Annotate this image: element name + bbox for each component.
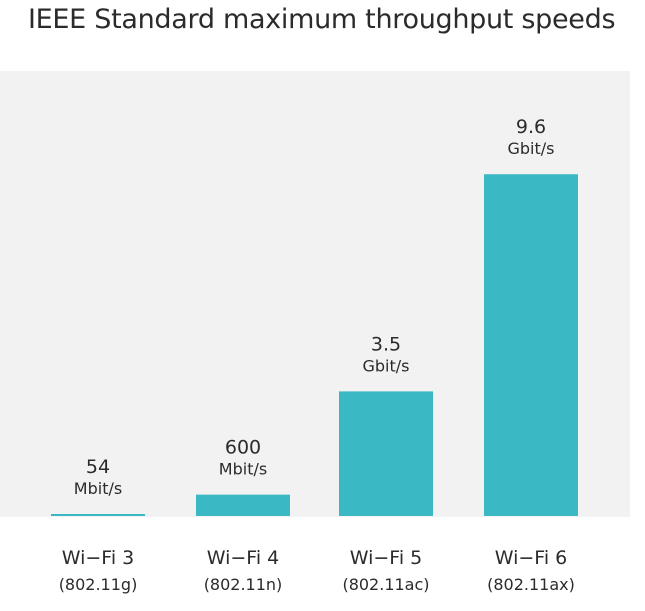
category-standard-label: (802.11ax) — [487, 575, 575, 594]
category-standard-label: (802.11g) — [59, 575, 138, 594]
bar-value-label: 3.5 — [371, 333, 401, 355]
bar-unit-label: Gbit/s — [363, 356, 410, 375]
category-label: Wi−Fi 6 — [495, 547, 568, 569]
bar-value-label: 54 — [86, 456, 110, 478]
bar-2 — [196, 494, 290, 516]
category-standard-label: (802.11ac) — [342, 575, 429, 594]
bar-1 — [51, 514, 145, 516]
category-standard-label: (802.11n) — [204, 575, 283, 594]
bar-unit-label: Mbit/s — [74, 479, 122, 498]
bar-value-label: 600 — [225, 437, 261, 459]
category-label: Wi−Fi 4 — [207, 547, 280, 569]
category-label: Wi−Fi 5 — [350, 547, 423, 569]
bar-value-label: 9.6 — [516, 116, 546, 138]
bar-3 — [339, 391, 433, 516]
bar-unit-label: Mbit/s — [219, 460, 267, 479]
bar-4 — [484, 174, 578, 517]
chart-title: IEEE Standard maximum throughput speeds — [28, 4, 616, 35]
category-label: Wi−Fi 3 — [62, 547, 135, 569]
bar-unit-label: Gbit/s — [508, 139, 555, 158]
